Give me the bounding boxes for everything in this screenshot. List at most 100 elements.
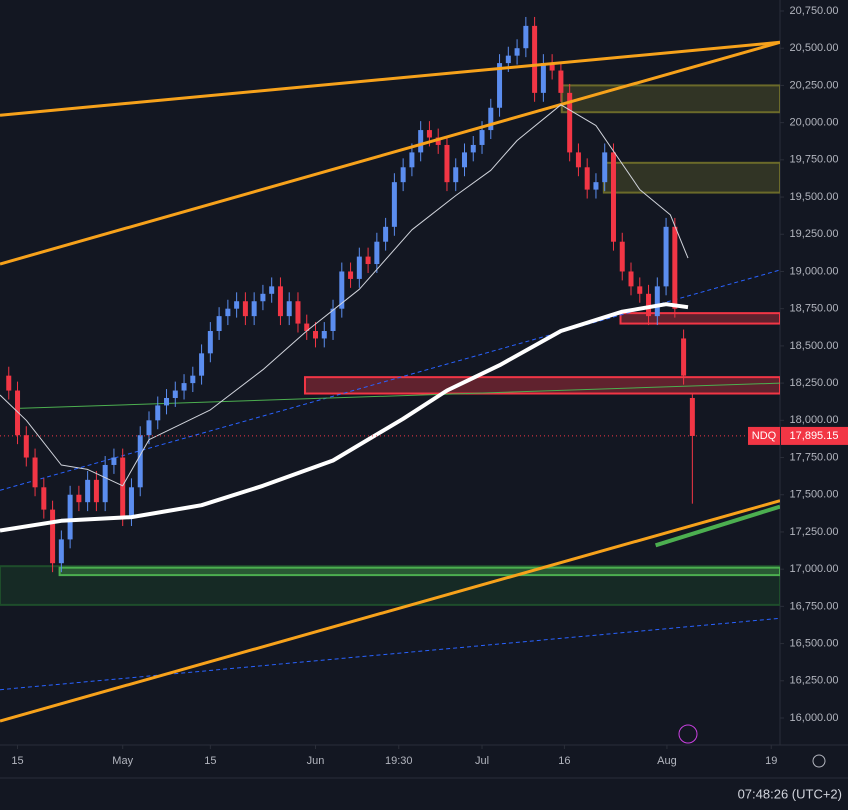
x-tick-label: 19:30 [385,755,413,767]
candle-body [584,167,590,190]
y-tick-label: 19,250.00 [790,228,839,240]
y-tick-label: 18,250.00 [790,377,839,389]
candle-body [93,479,99,503]
candle-body [689,397,695,436]
candle-body [646,293,652,317]
candle-body [15,390,21,436]
y-tick-label: 20,250.00 [790,79,839,91]
x-tick-label: May [112,755,133,767]
candle-body [610,152,616,242]
candle-body [155,405,161,421]
candle-body [120,457,126,518]
y-tick-label: 19,000.00 [790,265,839,277]
y-tick-label: 18,750.00 [790,303,839,315]
settings-icon[interactable] [812,754,826,768]
candle-body [505,55,511,64]
overlay-line [0,40,780,266]
y-tick-label: 16,500.00 [790,637,839,649]
price-label: 17,895.15 [790,430,839,442]
y-tick-label: 18,500.00 [790,340,839,352]
candle-body [356,256,362,279]
candle-body [234,301,240,309]
y-tick-label: 20,750.00 [790,5,839,17]
candle-body [514,48,520,56]
candle-body [146,420,152,436]
candle-body [50,509,56,564]
candle-body [461,152,467,168]
candle-body [654,286,660,317]
candle-body [330,308,336,332]
y-tick-label: 19,750.00 [790,154,839,166]
candle-body [313,331,319,339]
candle-body [339,271,345,309]
candle-body [6,375,12,391]
candle-body [67,494,73,540]
candle-body [251,301,257,317]
candle-body [111,457,117,465]
event-icon[interactable] [678,724,698,744]
candle-body [523,25,529,49]
y-tick-label: 16,250.00 [790,675,839,687]
candle-body [304,323,310,332]
candle-body [619,241,625,272]
candle-body [383,226,389,242]
candle-body [102,464,108,503]
x-tick-label: Jun [307,755,325,767]
overlay-line [0,617,780,691]
candle-body [321,331,327,339]
candle-body [85,479,91,503]
plot-area [0,16,780,723]
candle-body [637,286,643,294]
candle-body [567,92,573,153]
x-tick-label: Jul [475,755,489,767]
overlay-line [0,40,780,117]
symbol-label: NDQ [752,430,777,442]
candle-body [348,271,354,279]
candle-body [593,182,599,190]
candle-body [470,144,476,153]
overlay-line [17,382,780,409]
zone [58,566,780,577]
overlay-line [655,504,780,548]
candle-body [391,182,397,227]
zone [303,376,780,395]
candle-body [58,539,64,564]
y-tick-label: 16,750.00 [790,600,839,612]
candle-body [32,457,38,488]
candle-body [409,152,415,168]
candle-body [137,435,143,488]
y-tick-label: 17,500.00 [790,489,839,501]
y-tick-label: 17,250.00 [790,526,839,538]
candle-body [277,286,283,317]
candle-body [672,226,678,309]
x-tick-label: 15 [204,755,216,767]
candle-body [41,487,47,510]
candle-body [400,167,406,183]
candle-body [207,331,213,354]
y-tick-label: 17,000.00 [790,563,839,575]
candle-body [628,271,634,287]
y-tick-label: 16,000.00 [790,712,839,724]
candle-body [479,130,485,145]
candle-body [681,338,687,376]
overlay-line [0,104,689,487]
candle-body [164,397,170,406]
candle-body [216,316,222,332]
candle-body [488,107,494,131]
candle-body [575,152,581,168]
candle-body [435,137,441,145]
candle-body [269,286,275,294]
zone [560,84,780,114]
symbol-tag [748,426,780,445]
x-tick-label: 15 [11,755,23,767]
candle-body [365,256,371,265]
clock: 07:48:26 (UTC+2) [738,786,842,801]
candle-body [444,144,450,183]
candle-body [426,130,432,138]
overlay-line [0,499,780,723]
candle-body [128,487,134,518]
candle-body [260,293,266,302]
candle-body [225,308,231,317]
zone [0,565,780,606]
